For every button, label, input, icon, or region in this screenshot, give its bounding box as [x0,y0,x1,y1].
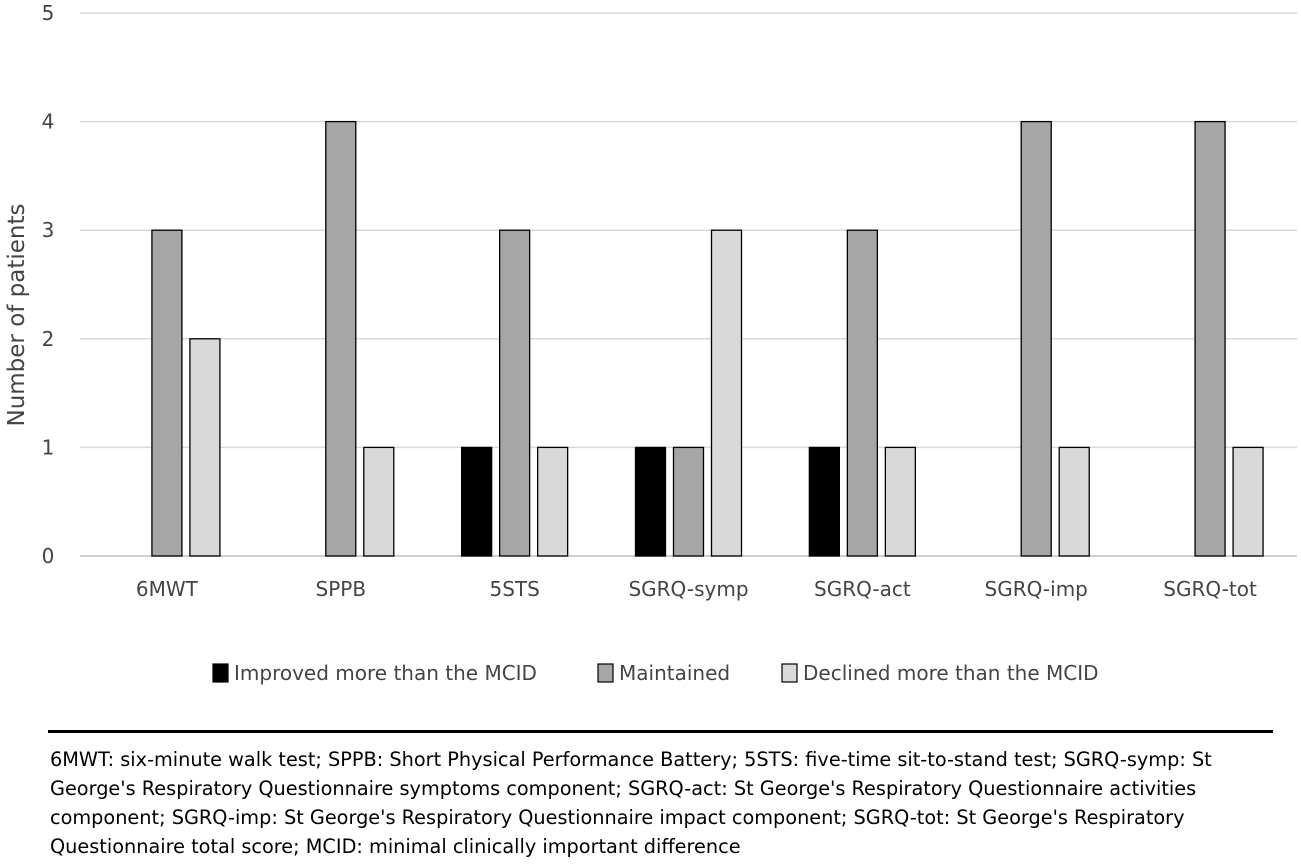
bar-sppb-series-2 [325,120,357,557]
y-tick-label: 3 [42,218,55,242]
x-axis-ticks: 6MWT SPPB 5STS SGRQ-symp SGRQ-act SGRQ-imp SGR… [136,577,1257,601]
bar-5sts-series-3 [536,446,569,557]
x-tick-label: 5STS [489,577,539,601]
bar-sgrq-act-series-2 [846,229,879,557]
bar-5sts-series-1 [460,446,493,557]
y-tick-label: 2 [42,327,55,351]
legend-label: Improved more than the MCID [234,661,537,685]
footnote-divider [48,730,1273,733]
bars [151,120,1264,557]
legend-swatch [597,663,614,683]
bar-sppb-series-3 [363,446,395,557]
bar-5sts-series-2 [498,229,531,557]
legend-label: Maintained [619,661,730,685]
y-tick-label: 4 [42,110,55,134]
y-axis-ticks: 0 1 2 3 4 5 [42,1,55,568]
bar-sgrq-imp-series-3 [1058,446,1090,557]
bar-sgrq-symp-series-3 [710,229,743,557]
bar-sgrq-imp-series-2 [1020,120,1052,557]
x-tick-label: SGRQ-tot [1163,577,1257,601]
x-tick-label: SGRQ-symp [628,577,748,601]
bar-sgrq-symp-series-1 [634,446,667,557]
bar-sgrq-tot-series-2 [1194,120,1226,557]
legend-swatch [781,663,798,683]
bar-sgrq-act-series-3 [884,446,917,557]
bar-sgrq-symp-series-2 [672,446,705,557]
bar-6mwt-series-3 [189,338,221,557]
legend: Improved more than the MCID Maintained Dec… [212,661,1099,685]
legend-swatch [212,663,229,683]
x-tick-label: SGRQ-imp [985,577,1088,601]
y-axis-title: Number of patients [4,203,30,426]
legend-label: Declined more than the MCID [803,661,1099,685]
gridlines [80,12,1297,557]
x-tick-label: 6MWT [136,577,199,601]
y-tick-label: 5 [42,1,55,25]
y-tick-label: 1 [42,435,55,459]
bar-chart: 0 1 2 3 4 5 6MWT SPPB 5STS SGRQ-symp SGRQ-act SGRQ… [4,1,1297,685]
bar-sgrq-tot-series-3 [1232,446,1264,557]
x-tick-label: SPPB [316,577,367,601]
footnote: 6MWT: six-minute walk test; SPPB: Short … [50,748,1212,858]
bar-6mwt-series-2 [151,229,183,557]
bar-sgrq-act-series-1 [808,446,841,557]
y-tick-label: 0 [42,544,55,568]
x-tick-label: SGRQ-act [814,577,911,601]
